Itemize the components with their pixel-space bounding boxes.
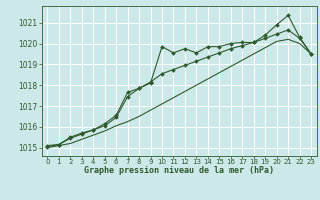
X-axis label: Graphe pression niveau de la mer (hPa): Graphe pression niveau de la mer (hPa) [84, 166, 274, 175]
